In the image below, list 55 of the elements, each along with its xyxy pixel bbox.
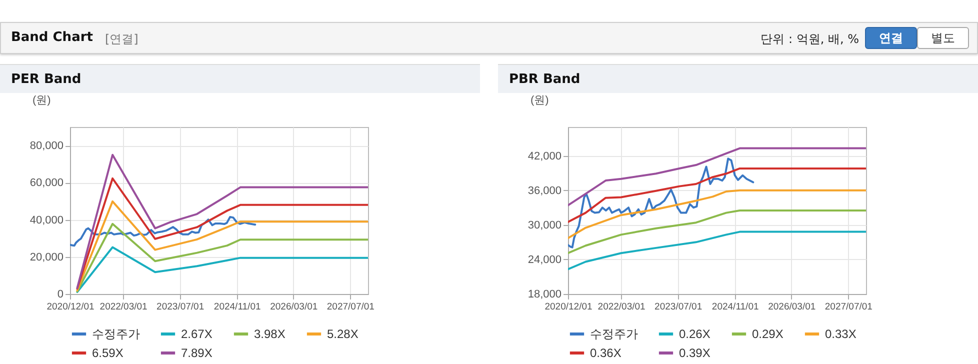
legend-label: 수정주가 (590, 327, 638, 341)
legend-label: 3.98X (254, 327, 286, 341)
line-series (76, 222, 368, 292)
y-tick-label: 36,000 (528, 184, 562, 197)
line-series (568, 230, 866, 270)
y-tick-label: 0 (57, 288, 64, 300)
x-tick-label: 2022/03/01 (598, 302, 646, 312)
line-series (568, 210, 866, 254)
text: 연결 (865, 27, 917, 49)
x-tick-label: 2027/07/01 (824, 302, 872, 312)
y-axis-title: (원) (32, 94, 51, 106)
line-series (76, 154, 368, 290)
line-series (568, 189, 866, 240)
x-tick-label: 2024/11/01 (712, 302, 759, 312)
x-tick-label: 2024/11/01 (214, 302, 261, 312)
y-tick-label: 60,000 (30, 177, 64, 190)
x-tick-label: 2023/07/01 (156, 302, 204, 312)
y-tick-label: 24,000 (528, 254, 562, 266)
legend-label: 수정주가 (92, 327, 140, 341)
legend-label: 7.89X (181, 346, 212, 360)
x-tick-label: 2026/03/01 (270, 302, 318, 312)
legend-label: 0.33X (825, 327, 856, 341)
y-tick-label: 80,000 (30, 140, 64, 152)
x-tick-label: 2020/12/01 (544, 302, 592, 312)
y-tick-label: 20,000 (30, 251, 64, 264)
legend-label: 2.67X (181, 327, 212, 341)
legend-label: 0.39X (679, 346, 710, 360)
y-tick-label: 30,000 (528, 219, 562, 232)
y-tick-label: 42,000 (528, 150, 562, 162)
line-series (568, 158, 754, 248)
line-series (76, 177, 368, 290)
x-tick-label: 2027/07/01 (326, 302, 374, 312)
text: Band Chart (11, 30, 93, 45)
legend-label: 0.36X (590, 346, 622, 360)
text: 단위 : 억원, 배, % (760, 31, 859, 48)
legend-label: 5.28X (327, 327, 358, 341)
y-axis-title: (원) (530, 94, 549, 106)
chart-title: PBR Band (498, 64, 978, 93)
text: [연결] (105, 31, 138, 48)
x-tick-label: 2023/07/01 (654, 302, 702, 312)
y-tick-label: 40,000 (30, 214, 64, 226)
chart-title: PER Band (0, 64, 480, 93)
line-series (568, 147, 866, 206)
text: 별도 (917, 27, 969, 49)
x-tick-label: 2026/03/01 (768, 302, 816, 312)
line-series (70, 216, 256, 247)
y-tick-label: 18,000 (528, 288, 562, 300)
x-tick-label: 2020/12/01 (46, 302, 94, 312)
legend-label: 0.29X (752, 327, 784, 341)
line-series (76, 246, 368, 293)
legend-label: 0.26X (679, 327, 710, 341)
line-series (76, 200, 368, 292)
line-series (568, 167, 866, 224)
x-tick-label: 2022/03/01 (100, 302, 148, 312)
legend-label: 6.59X (92, 346, 124, 360)
